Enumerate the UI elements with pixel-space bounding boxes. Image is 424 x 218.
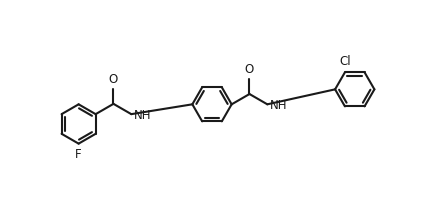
Text: O: O — [245, 63, 254, 76]
Text: F: F — [75, 148, 82, 161]
Text: NH: NH — [134, 109, 152, 122]
Text: O: O — [109, 73, 118, 86]
Text: NH: NH — [270, 99, 287, 112]
Text: Cl: Cl — [339, 55, 351, 68]
